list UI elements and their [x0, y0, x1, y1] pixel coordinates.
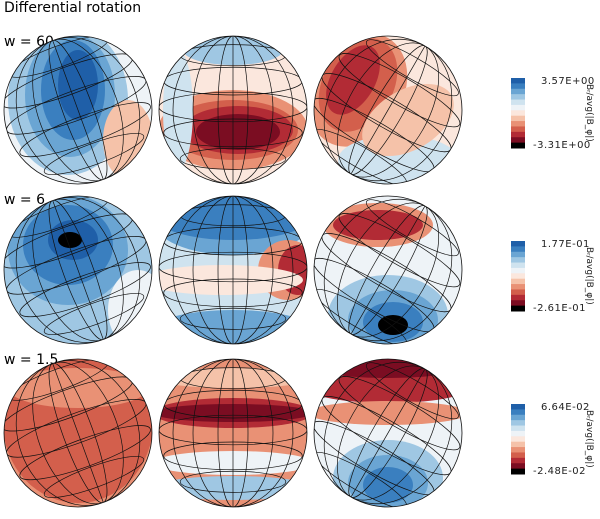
- colorbar-swatch: [511, 267, 525, 274]
- colorbar-swatch: [511, 94, 525, 101]
- colorbar-min-2: -2.61E-01: [533, 303, 587, 314]
- colorbar-label-1: Bᵣ/avg(|B_φ|): [584, 84, 594, 142]
- sphere-r2-c2: [159, 196, 307, 344]
- colorbar-swatch: [511, 126, 525, 133]
- contour-region: [8, 368, 148, 408]
- sphere-r3-c3: [314, 359, 462, 507]
- colorbar-swatch: [511, 425, 525, 432]
- contour-region: [196, 114, 280, 150]
- colorbar-swatch: [511, 294, 525, 301]
- sphere-r1-c1: [4, 36, 152, 184]
- contour-region: [58, 50, 98, 120]
- sphere-outline: [158, 195, 308, 345]
- colorbar-swatch: [511, 104, 525, 111]
- colorbar-swatch: [511, 414, 525, 421]
- sphere-r1-c3: [314, 36, 462, 184]
- contour-region: [314, 401, 462, 425]
- colorbar-swatch: [511, 284, 525, 290]
- colorbar-swatch: [511, 131, 525, 138]
- row-label-w1.5: w = 1.5: [4, 352, 59, 368]
- colorbar-swatch: [511, 430, 525, 437]
- colorbar-2: [511, 241, 525, 312]
- colorbar-swatch: [511, 137, 525, 144]
- colorbar-swatch: [511, 289, 525, 296]
- sphere-r3-c1: [4, 359, 152, 507]
- sphere-r2-c1: [4, 196, 152, 344]
- colorbar-min-3: -2.48E-02: [533, 466, 587, 477]
- colorbar-swatch: [511, 99, 525, 106]
- colorbar-swatch: [511, 441, 525, 448]
- colorbar-1: [511, 78, 525, 149]
- colorbar-swatch: [511, 251, 525, 258]
- sphere-outline: [3, 35, 153, 185]
- colorbar-swatch: [511, 300, 525, 307]
- colorbar-min-1: -3.31E+00: [533, 140, 591, 151]
- sphere-r1-c2: [159, 36, 307, 184]
- colorbar-swatch: [511, 447, 525, 453]
- colorbar-max-3: 6.64E-02: [541, 402, 590, 413]
- contour-region: [58, 232, 82, 248]
- colorbar-max-1: 3.57E+00: [541, 76, 595, 87]
- colorbar-swatch: [511, 468, 525, 475]
- sphere-outline: [3, 358, 153, 508]
- sphere-r3-c2: [159, 359, 307, 507]
- colorbar-swatch: [511, 110, 525, 117]
- colorbar-swatch: [511, 262, 525, 269]
- colorbar-swatch: [511, 78, 525, 84]
- row-label-w6: w = 6: [4, 192, 45, 208]
- colorbar-swatch: [511, 83, 525, 90]
- sphere-outline: [313, 358, 463, 508]
- colorbar-swatch: [511, 278, 525, 285]
- colorbar-swatch: [511, 142, 525, 149]
- colorbar-label-3: Bᵣ/avg(|B_φ|): [584, 410, 594, 468]
- colorbar-swatch: [511, 115, 525, 122]
- contour-region: [108, 270, 152, 344]
- contour-region: [163, 50, 193, 170]
- colorbar-swatch: [511, 457, 525, 464]
- colorbar-swatch: [511, 463, 525, 470]
- colorbar-swatch: [511, 436, 525, 443]
- colorbar-swatch: [511, 452, 525, 459]
- colorbar-swatch: [511, 404, 525, 410]
- colorbar-swatch: [511, 409, 525, 416]
- contour-region: [362, 83, 454, 157]
- colorbar-swatch: [511, 246, 525, 253]
- grid-lines: [159, 196, 307, 344]
- colorbar-swatch: [511, 88, 525, 95]
- contour-region: [363, 467, 413, 503]
- colorbar-swatch: [511, 305, 525, 312]
- contour-region: [333, 210, 423, 240]
- sphere-outline: [313, 35, 463, 185]
- sphere-outline: [3, 195, 153, 345]
- sphere-outline: [158, 358, 308, 508]
- colorbar-swatch: [511, 241, 525, 247]
- contour-region: [159, 265, 303, 295]
- colorbar-label-2: Bᵣ/avg(|B_φ|): [584, 247, 594, 305]
- colorbar-swatch: [511, 121, 525, 127]
- colorbar-max-2: 1.77E-01: [541, 239, 590, 250]
- sphere-outline: [158, 35, 308, 185]
- colorbar-swatch: [511, 420, 525, 427]
- figure-title: Differential rotation: [4, 0, 142, 16]
- colorbar-3: [511, 404, 525, 475]
- colorbar-swatch: [511, 273, 525, 280]
- colorbar-swatch: [511, 257, 525, 264]
- sphere-r2-c3: [314, 196, 462, 344]
- sphere-outline: [313, 195, 463, 345]
